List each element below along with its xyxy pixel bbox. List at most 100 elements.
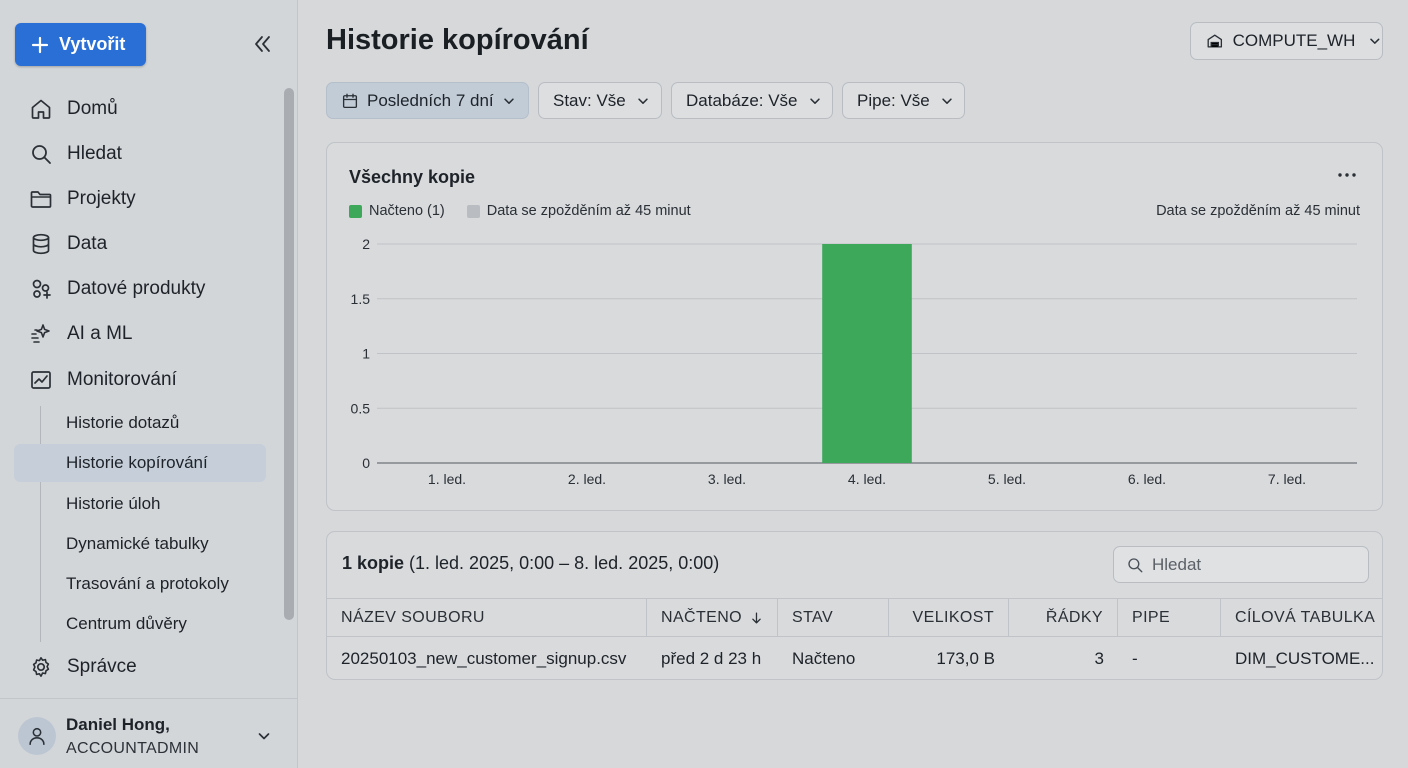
- sub-item-label: Historie dotazů: [66, 413, 180, 432]
- nav-item-home[interactable]: Domů: [14, 89, 266, 129]
- x-tick-label: 5. led.: [988, 471, 1026, 487]
- column-header-rows[interactable]: ŘÁDKY: [1009, 599, 1118, 636]
- search-input[interactable]: [1152, 554, 1352, 575]
- nav-item-admin[interactable]: Správce: [14, 647, 266, 687]
- column-header-label: VELIKOST: [912, 608, 994, 626]
- period-filter[interactable]: Posledních 7 dní: [326, 82, 529, 119]
- search-icon: [32, 145, 51, 164]
- column-header-size[interactable]: VELIKOST: [889, 599, 1009, 636]
- table-caption: 1 kopie (1. led. 2025, 0:00 – 8. led. 20…: [342, 553, 719, 574]
- chevron-down-icon: [942, 97, 952, 104]
- sidebar-item-query-history[interactable]: Historie dotazů: [14, 404, 266, 442]
- collapse-sidebar-button[interactable]: [250, 32, 274, 56]
- column-header-loaded[interactable]: NAČTENO: [647, 599, 778, 636]
- chevron-down-icon: [809, 97, 820, 104]
- user-icon: [29, 727, 45, 746]
- sub-item-label: Historie kopírování: [66, 453, 208, 472]
- column-header-file-name[interactable]: NÁZEV SOUBORU: [327, 599, 647, 636]
- nav-item-label: Monitorování: [67, 369, 177, 390]
- period-filter-label: Posledních 7 dní: [367, 90, 494, 110]
- column-header-label: CÍLOVÁ TABULKA: [1235, 608, 1376, 626]
- nav-item-label: Projekty: [67, 188, 136, 209]
- calendar-icon: [342, 93, 358, 108]
- database-filter-label: Databáze: Vše: [686, 90, 798, 110]
- copies-table-card: 1 kopie (1. led. 2025, 0:00 – 8. led. 20…: [326, 531, 1383, 680]
- pipe-filter[interactable]: Pipe: Vše: [842, 82, 965, 119]
- avatar: [18, 717, 56, 755]
- column-header-status[interactable]: STAV: [778, 599, 889, 636]
- cell-target-table: DIM_CUSTOME...: [1235, 648, 1375, 668]
- pipe-filter-label: Pipe: Vše: [857, 90, 930, 110]
- sidebar-scrollbar[interactable]: [284, 88, 294, 620]
- nav-item-ai-ml[interactable]: AI a ML: [14, 314, 266, 354]
- nav-item-monitoring[interactable]: Monitorování: [14, 360, 266, 400]
- home-icon: [31, 99, 51, 119]
- nav-item-data-products[interactable]: Datové produkty: [14, 269, 266, 309]
- nav-item-search[interactable]: Hledat: [14, 134, 266, 174]
- sidebar-item-task-history[interactable]: Historie úloh: [14, 485, 266, 523]
- legend-label: Data se zpožděním až 45 minut: [486, 203, 691, 219]
- sparkle-icon: [31, 324, 50, 343]
- legend-swatch-loaded: [349, 204, 362, 218]
- user-name: Daniel Hong,: [66, 715, 170, 734]
- create-button-label: Vytvořit: [59, 34, 126, 54]
- gear-icon: [32, 657, 50, 677]
- y-tick-label: 2: [362, 236, 370, 252]
- nav-item-label: Datové produkty: [67, 278, 206, 299]
- sort-descending-icon: [752, 611, 761, 624]
- table-header: NÁZEV SOUBORU NAČTENO STAV VELIKOST ŘÁDK…: [327, 598, 1382, 637]
- column-header-label: NÁZEV SOUBORU: [341, 608, 485, 626]
- sidebar-item-dynamic-tables[interactable]: Dynamické tabulky: [14, 525, 266, 563]
- chevron-down-icon: [1370, 38, 1380, 44]
- nav-item-label: AI a ML: [67, 323, 133, 344]
- nav-item-label: Domů: [67, 98, 118, 119]
- plus-icon: [31, 36, 49, 53]
- data-products-icon: [32, 279, 51, 299]
- status-filter[interactable]: Stav: Vše: [538, 82, 662, 119]
- create-button[interactable]: Vytvořit: [15, 23, 146, 66]
- sub-item-label: Dynamické tabulky: [66, 534, 209, 553]
- sidebar-item-traces-logs[interactable]: Trasování a protokoly: [14, 565, 266, 603]
- column-header-pipe[interactable]: PIPE: [1118, 599, 1221, 636]
- delay-note: Data se zpožděním až 45 minut: [1156, 203, 1360, 219]
- nav-item-data[interactable]: Data: [14, 224, 266, 264]
- chevron-down-icon: [503, 97, 514, 104]
- table-row[interactable]: 20250103_new_customer_signup.csv před 2 …: [327, 637, 1382, 679]
- column-header-label: NAČTENO: [661, 608, 743, 626]
- chevron-down-icon: [258, 733, 270, 740]
- cell-pipe: -: [1132, 648, 1138, 668]
- legend-entry-delayed[interactable]: Data se zpožděním až 45 minut: [466, 203, 691, 219]
- column-header-label: STAV: [792, 608, 834, 626]
- sidebar: Vytvořit Domů Hledat Projekty Data Datov…: [0, 0, 298, 768]
- more-horizontal-icon: [1338, 173, 1356, 177]
- cell-rows: 3: [1094, 648, 1104, 668]
- nav-item-label: Správce: [67, 656, 137, 677]
- warehouse-selector[interactable]: COMPUTE_WH: [1190, 22, 1383, 60]
- bar: [822, 244, 912, 463]
- legend-label: Načteno (1): [369, 203, 445, 219]
- y-tick-label: 1: [362, 346, 370, 362]
- user-role: ACCOUNTADMIN: [66, 740, 200, 757]
- chevron-down-icon: [638, 97, 648, 104]
- x-tick-label: 3. led.: [708, 471, 746, 487]
- monitoring-icon: [31, 371, 51, 389]
- x-tick-label: 1. led.: [428, 471, 466, 487]
- cell-loaded: před 2 d 23 h: [661, 648, 762, 668]
- more-options-button[interactable]: [1335, 163, 1359, 187]
- sidebar-item-trust-center[interactable]: Centrum důvěry: [14, 605, 266, 643]
- folder-icon: [30, 191, 52, 208]
- chart-title: Všechny kopie: [349, 167, 476, 187]
- sidebar-item-copy-history[interactable]: Historie kopírování: [14, 444, 266, 482]
- submenu-guide-line: [40, 406, 41, 642]
- column-header-target-table[interactable]: CÍLOVÁ TABULKA: [1221, 599, 1382, 636]
- database-filter[interactable]: Databáze: Vše: [671, 82, 833, 119]
- chart-legend: Načteno (1) Data se zpožděním až 45 minu…: [349, 203, 713, 219]
- x-tick-label: 6. led.: [1128, 471, 1166, 487]
- legend-entry-loaded[interactable]: Načteno (1): [349, 203, 445, 219]
- table-search[interactable]: [1113, 546, 1369, 583]
- cell-file-name: 20250103_new_customer_signup.csv: [341, 648, 627, 668]
- cell-status: Načteno: [792, 648, 856, 668]
- nav-item-projects[interactable]: Projekty: [14, 179, 266, 219]
- warehouse-icon: [1207, 34, 1223, 48]
- user-menu[interactable]: Daniel Hong, ACCOUNTADMIN: [0, 698, 297, 768]
